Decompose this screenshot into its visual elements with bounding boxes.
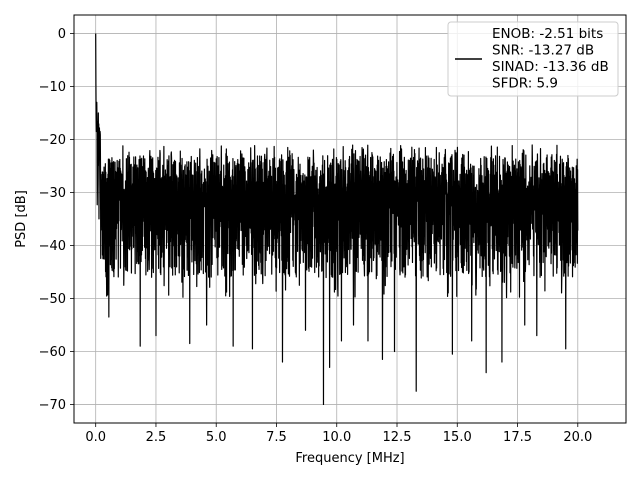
legend-box bbox=[447, 21, 619, 97]
y-tick-label: 0 bbox=[58, 27, 66, 42]
y-axis-label: PSD [dB] bbox=[14, 190, 29, 248]
legend-entry: SFDR: 5.9 bbox=[492, 76, 558, 92]
y-tick-label: −40 bbox=[39, 239, 66, 254]
x-tick-label: 7.5 bbox=[266, 430, 287, 445]
y-tick-label: −50 bbox=[39, 292, 66, 307]
x-tick-label: 2.5 bbox=[146, 430, 167, 445]
x-tick-label: 20.0 bbox=[563, 430, 592, 445]
plot-frame bbox=[73, 14, 627, 424]
x-tick-label: 17.5 bbox=[503, 430, 532, 445]
y-tick-label: −20 bbox=[39, 133, 66, 148]
legend-entry: SINAD: -13.36 dB bbox=[492, 59, 609, 75]
x-tick-label: 12.5 bbox=[383, 430, 412, 445]
y-axis: 0 −10 −20 −30 −40 −50 −60 −70 bbox=[39, 27, 74, 413]
y-tick-label: −60 bbox=[39, 345, 66, 360]
legend-entry: ENOB: -2.51 bits bbox=[492, 26, 603, 42]
x-tick-label: 15.0 bbox=[443, 430, 472, 445]
series-psd bbox=[95, 33, 579, 406]
x-tick-label: 5.0 bbox=[206, 430, 227, 445]
y-tick-label: −30 bbox=[39, 186, 66, 201]
x-tick-label: 0.0 bbox=[85, 430, 106, 445]
psd-line bbox=[95, 33, 579, 406]
x-tick-label: 10.0 bbox=[322, 430, 351, 445]
x-axis: 0.0 2.5 5.0 7.5 10.0 12.5 15.0 17.5 20.0 bbox=[85, 423, 592, 445]
y-tick-label: −70 bbox=[39, 398, 66, 413]
legend-entry: SNR: -13.27 dB bbox=[492, 43, 594, 59]
x-axis-label: Frequency [MHz] bbox=[295, 451, 404, 466]
y-tick-label: −10 bbox=[39, 80, 66, 95]
